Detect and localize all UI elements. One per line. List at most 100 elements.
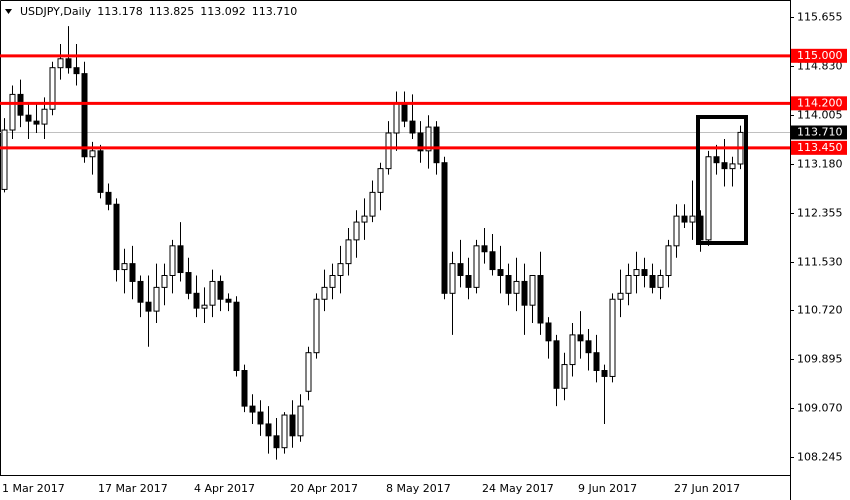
candle-body bbox=[281, 414, 288, 449]
candle-body bbox=[457, 263, 464, 276]
candle-body bbox=[217, 280, 224, 300]
candle-body bbox=[465, 275, 472, 288]
candle-body bbox=[265, 423, 272, 437]
candle-body bbox=[377, 168, 384, 193]
candle-body bbox=[513, 280, 520, 294]
candle-body bbox=[553, 340, 560, 389]
x-tick-label: 20 Apr 2017 bbox=[290, 482, 358, 495]
symbol-title: USDJPY,Daily bbox=[20, 5, 92, 18]
candle-body bbox=[537, 275, 544, 324]
y-tick-label: 112.355 bbox=[797, 207, 843, 220]
candle-body bbox=[473, 245, 480, 288]
candle-body bbox=[409, 120, 416, 134]
x-tick-label: 4 Apr 2017 bbox=[194, 482, 255, 495]
candle-body bbox=[329, 275, 336, 288]
header: USDJPY,Daily 113.178 113.825 113.092 113.710 bbox=[20, 5, 297, 18]
candle-body bbox=[257, 411, 264, 425]
menu-arrow[interactable] bbox=[5, 9, 12, 14]
y-tick-label: 111.530 bbox=[797, 256, 843, 269]
x-tick-label: 24 May 2017 bbox=[482, 482, 554, 495]
candle-body bbox=[713, 156, 720, 164]
candle-body bbox=[721, 162, 728, 170]
candle-body bbox=[113, 203, 120, 271]
candle-body bbox=[393, 102, 400, 134]
candle-body bbox=[81, 73, 88, 158]
quote-value: 113.825 bbox=[149, 5, 195, 18]
candle-body bbox=[241, 370, 248, 407]
candle-body bbox=[633, 269, 640, 276]
quote-value: 113.178 bbox=[97, 5, 143, 18]
candle-body bbox=[177, 245, 184, 274]
candle-body bbox=[625, 275, 632, 294]
candle-body bbox=[49, 67, 56, 110]
candle-body bbox=[121, 263, 128, 271]
y-tick-label: 113.180 bbox=[797, 158, 843, 171]
candle-body bbox=[593, 352, 600, 371]
candle-body bbox=[57, 58, 64, 69]
candle-body bbox=[129, 263, 136, 282]
quote-value: 113.092 bbox=[200, 5, 246, 18]
candle-body bbox=[161, 275, 168, 288]
candle-body bbox=[105, 191, 112, 205]
candle-body bbox=[225, 298, 232, 303]
x-tick-label: 9 Jun 2017 bbox=[578, 482, 637, 495]
candle-body bbox=[169, 245, 176, 276]
candle-body bbox=[1, 129, 8, 190]
candle-body bbox=[361, 215, 368, 223]
candle-body bbox=[385, 132, 392, 170]
x-tick-label: 17 Mar 2017 bbox=[98, 482, 168, 495]
candle-body bbox=[441, 162, 448, 294]
axis-labels: 115.655114.830114.005113.180112.355111.5… bbox=[2, 11, 847, 495]
candle-body bbox=[673, 215, 680, 247]
candle-body bbox=[577, 334, 584, 342]
candle-body bbox=[145, 301, 152, 312]
candle-body bbox=[41, 108, 48, 125]
candle-body bbox=[569, 334, 576, 366]
level-label: 113.450 bbox=[797, 141, 843, 154]
candle-body bbox=[561, 364, 568, 389]
candle-body bbox=[353, 221, 360, 241]
candle-body bbox=[609, 298, 616, 377]
plot-area bbox=[0, 26, 790, 460]
current-price-tag bbox=[791, 125, 847, 140]
level-label: 114.200 bbox=[797, 96, 843, 109]
y-tick-label: 109.070 bbox=[797, 402, 843, 415]
x-tick-label: 1 Mar 2017 bbox=[2, 482, 65, 495]
candle-body bbox=[417, 132, 424, 152]
candle-body bbox=[401, 102, 408, 122]
candle-body bbox=[641, 269, 648, 276]
candle-body bbox=[153, 286, 160, 312]
candle-body bbox=[97, 150, 104, 193]
candle-body bbox=[273, 435, 280, 449]
candle-body bbox=[73, 67, 80, 75]
quote-value: 113.710 bbox=[252, 5, 298, 18]
x-tick-label: 27 Jun 2017 bbox=[674, 482, 740, 495]
candle-body bbox=[729, 163, 736, 170]
y-tick-label: 108.245 bbox=[797, 451, 843, 464]
candle-body bbox=[689, 215, 696, 223]
candle-body bbox=[209, 280, 216, 306]
candle-body bbox=[649, 275, 656, 288]
candle-body bbox=[489, 251, 496, 271]
y-tick-label: 114.005 bbox=[797, 109, 843, 122]
candle-body bbox=[545, 322, 552, 342]
candle-body bbox=[289, 414, 296, 437]
candle-body bbox=[137, 280, 144, 303]
candle-body bbox=[505, 275, 512, 294]
x-tick-label: 8 May 2017 bbox=[386, 482, 451, 495]
candle-body bbox=[681, 215, 688, 223]
level-tag bbox=[791, 96, 847, 111]
candle-body bbox=[705, 156, 712, 241]
candle-body bbox=[25, 114, 32, 122]
candle-body bbox=[201, 304, 208, 309]
y-tick-label: 110.720 bbox=[797, 304, 843, 317]
candle-body bbox=[65, 58, 72, 69]
candle-body bbox=[369, 191, 376, 217]
level-tag bbox=[791, 48, 847, 63]
candle-body bbox=[617, 292, 624, 300]
candle-body bbox=[657, 275, 664, 288]
candle-body bbox=[497, 269, 504, 276]
candle-body bbox=[601, 370, 608, 377]
